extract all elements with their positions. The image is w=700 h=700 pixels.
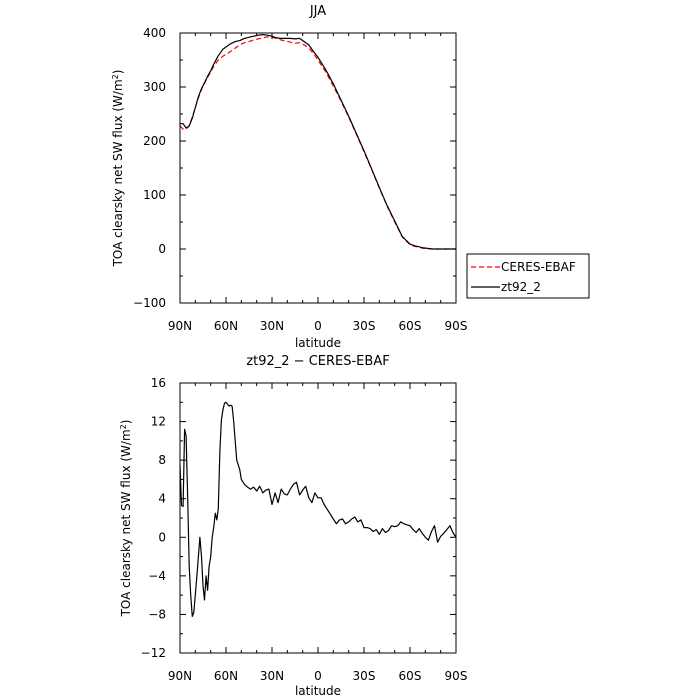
chart-title: zt92_2 − CERES-EBAF — [246, 354, 389, 369]
x-tick-label: 30S — [353, 669, 376, 683]
x-tick-label: 60N — [214, 319, 238, 333]
y-tick-label: −12 — [141, 646, 166, 660]
series-layer — [179, 401, 457, 618]
y-tick-label: 0 — [158, 530, 166, 544]
y-tick-label: 100 — [143, 188, 166, 202]
y-axis: −12 −8 −4 0 4 8 12 16 — [141, 376, 456, 660]
legend: CERES-EBAF zt92_2 — [466, 253, 590, 299]
x-axis: 90N 60N 30N 0 30S 60S 90S — [168, 383, 468, 683]
x-tick-label: 60N — [214, 669, 238, 683]
legend-label-zt92-2: zt92_2 — [501, 280, 541, 294]
x-tick-label: 90S — [445, 669, 468, 683]
y-tick-label: 4 — [158, 492, 166, 506]
x-tick-label: 60S — [399, 319, 422, 333]
x-tick-label: 0 — [314, 669, 322, 683]
x-tick-label: 30S — [353, 319, 376, 333]
series-line-zt92-2 — [180, 33, 456, 250]
y-tick-label: 300 — [143, 80, 166, 94]
y-tick-label: 400 — [143, 26, 166, 40]
y-axis-label: TOA clearsky net SW flux (W/m2) — [119, 420, 134, 618]
series-layer — [179, 33, 456, 250]
x-tick-label: 90S — [445, 319, 468, 333]
legend-box — [466, 253, 590, 299]
x-axis: 90N 60N 30N 0 30S 60S 90S — [168, 33, 468, 333]
x-axis-label: latitude — [295, 336, 341, 350]
x-tick-label: 60S — [399, 669, 422, 683]
x-tick-label: 30N — [260, 669, 284, 683]
series-line-difference — [179, 401, 457, 618]
legend-label-ceres-ebaf: CERES-EBAF — [501, 260, 576, 274]
y-tick-label: −100 — [133, 296, 166, 310]
panel-jja: JJA 90N 60N 30N 0 30S 60S 90S −100 0 100 200 300 40… — [111, 4, 590, 350]
y-axis: −100 0 100 200 300 400 — [133, 26, 456, 310]
x-tick-label: 30N — [260, 319, 284, 333]
y-tick-label: 8 — [158, 453, 166, 467]
y-tick-label: 0 — [158, 242, 166, 256]
y-tick-label: 12 — [151, 415, 166, 429]
y-tick-label: 200 — [143, 134, 166, 148]
x-tick-label: 0 — [314, 319, 322, 333]
plot-frame — [179, 32, 457, 304]
y-tick-label: 16 — [151, 376, 166, 390]
y-axis-label: TOA clearsky net SW flux (W/m2) — [111, 70, 126, 268]
x-tick-label: 90N — [168, 319, 192, 333]
x-tick-label: 90N — [168, 669, 192, 683]
y-tick-label: −4 — [148, 569, 166, 583]
x-axis-label: latitude — [295, 684, 341, 698]
y-tick-label: −8 — [148, 607, 166, 621]
panel-difference: zt92_2 − CERES-EBAF 90N 60N 30N 0 30S 60S 90S … — [119, 354, 468, 698]
chart-title: JJA — [309, 4, 326, 19]
series-line-ceres-ebaf — [179, 36, 456, 250]
